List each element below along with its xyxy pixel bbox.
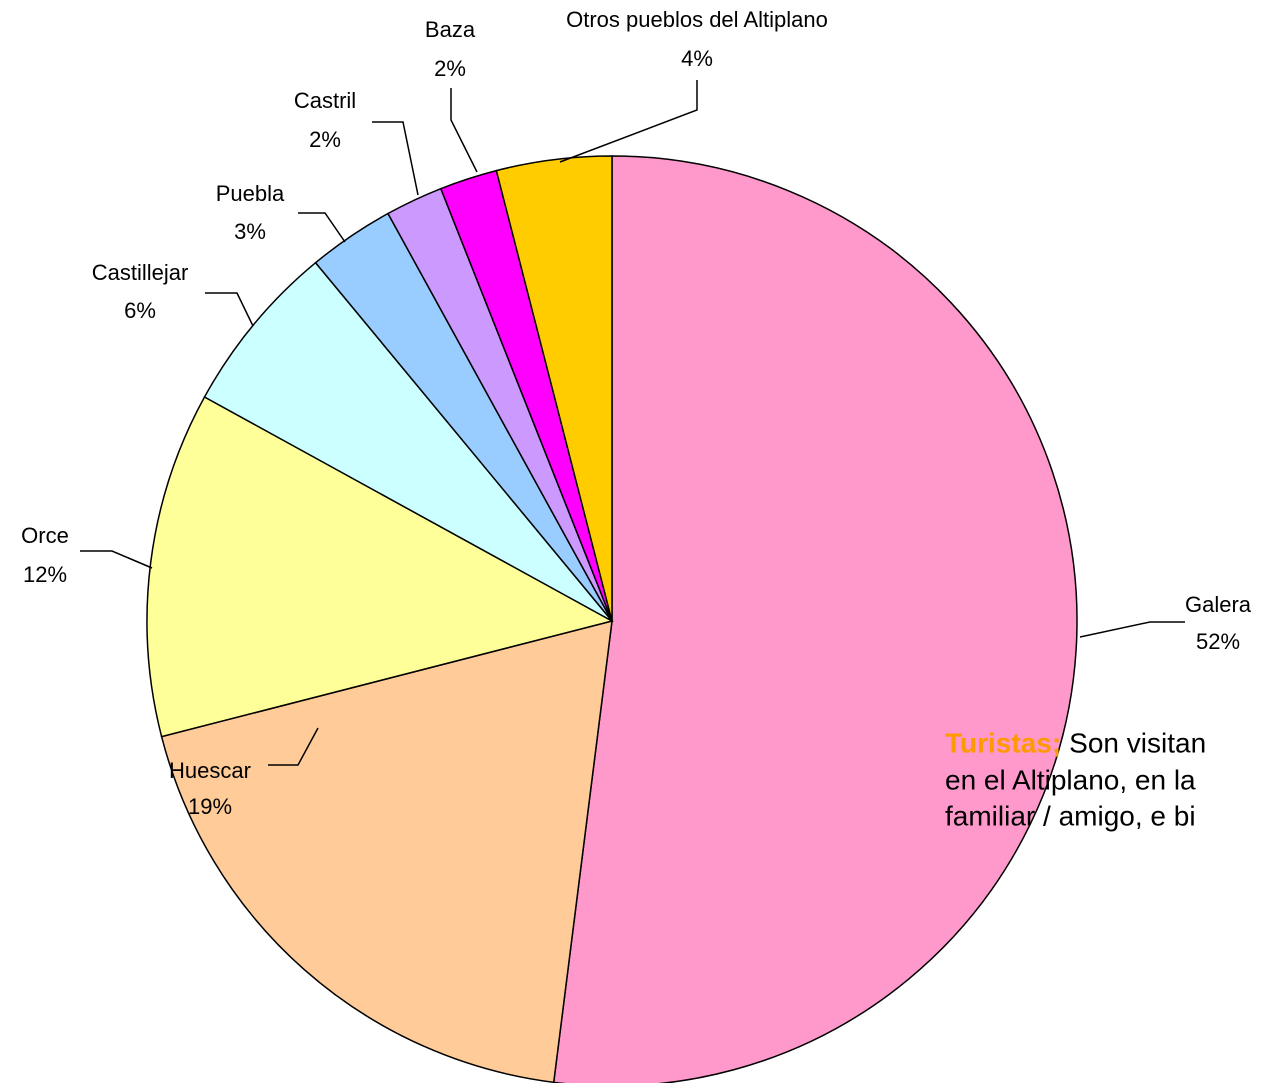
annotation-line: en el Altiplano, en la	[945, 764, 1196, 795]
slice-label: Orce	[21, 523, 69, 548]
annotation-line: Son visitan	[1069, 727, 1206, 758]
leader-line	[559, 80, 698, 163]
slice-label: Castril	[294, 88, 356, 113]
value-label: 4%	[681, 46, 713, 71]
annotation-line: familiar / amigo, e bi	[945, 800, 1196, 831]
leader-line	[1079, 621, 1185, 638]
annotation-label: Turistas;	[945, 727, 1061, 758]
value-label: 6%	[124, 298, 156, 323]
labels: Galera 52% Huescar 19% Orce 12% Castillejar 6% P…	[21, 7, 1252, 819]
leader-line	[450, 88, 478, 173]
slice-label: Puebla	[216, 181, 285, 206]
pie	[146, 155, 1078, 1083]
slice-label: Baza	[425, 17, 476, 42]
value-label: 3%	[234, 219, 266, 244]
value-label: 19%	[188, 794, 232, 819]
leader-line	[205, 292, 254, 327]
slice-label: Castillejar	[92, 260, 189, 285]
pie-slice	[495, 155, 613, 622]
value-label: 2%	[309, 127, 341, 152]
slice-label: Galera	[1185, 592, 1252, 617]
pie-slice	[160, 619, 613, 1083]
value-label: 52%	[1196, 629, 1240, 654]
pie-slice	[552, 155, 1078, 1083]
leader-line	[268, 727, 319, 766]
slice-label: Otros pueblos del Altiplano	[566, 7, 828, 32]
leader-line	[298, 212, 346, 243]
pie-slice	[203, 261, 613, 622]
value-label: 12%	[23, 562, 67, 587]
pie-slice	[146, 395, 615, 738]
value-label: 2%	[434, 56, 466, 81]
slice-label: Huescar	[169, 758, 251, 783]
leader-line	[80, 550, 153, 569]
leader-line	[372, 121, 419, 196]
